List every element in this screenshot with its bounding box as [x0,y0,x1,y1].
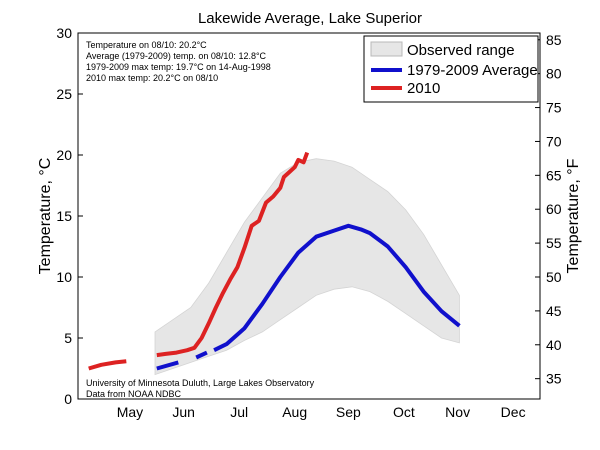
y-axis-title-left: Temperature, °C [37,158,54,275]
x-tick-label-month: Jul [230,404,248,420]
y-tick-label-right: 60 [546,201,562,217]
series-average-1979-2009-segment-3 [213,223,461,352]
source-line-1: University of Minnesota Duluth, Large La… [86,378,315,388]
observed-range-area [154,158,460,376]
series-average-1979-2009-segment-1 [156,360,179,371]
y-tick-label-right: 70 [546,133,562,149]
y-tick-label-right: 45 [546,303,562,319]
y-tick-label-right: 75 [546,100,562,116]
y-tick-label-right: 85 [546,32,562,48]
y-tick-label-left: 0 [64,391,72,407]
x-tick-label-month: May [117,404,143,420]
info-notes: Temperature on 08/10: 20.2°C Average (19… [86,40,271,83]
series-average-1979-2009-segment-2 [195,350,208,360]
left-axis: 0 5 10 15 20 25 30 [56,25,83,407]
note-line-2: Average (1979-2009) temp. on 08/10: 12.8… [86,51,267,61]
legend-swatch-range [370,41,403,57]
y-tick-label-left: 25 [56,86,72,102]
x-tick-label-month: Oct [393,404,415,420]
right-axis: 35 40 45 50 55 60 65 70 75 80 85 [535,32,562,387]
legend-label-average: 1979-2009 Average [407,62,538,79]
y-tick-label-right: 50 [546,269,562,285]
y-tick-label-left: 20 [56,147,72,163]
series-year-2010-segment-1 [88,359,127,371]
observed-range-layer [154,158,460,376]
y-tick-label-left: 15 [56,208,72,224]
source-line-2: Data from NOAA NDBC [86,389,182,399]
y-tick-label-right: 80 [546,66,562,82]
note-line-3: 1979-2009 max temp: 19.7°C on 14-Aug-199… [86,62,271,72]
bottom-axis: May Jun Jul Aug Sep Oct Nov Dec [117,404,526,420]
x-tick-label-month: Nov [445,404,470,420]
y-tick-label-left: 30 [56,25,72,41]
legend-label-2010: 2010 [407,80,440,97]
source-notes: University of Minnesota Duluth, Large La… [86,378,315,399]
legend: Observed range 1979-2009 Average 2010 [363,35,539,103]
series-year-2010-segment-2 [156,151,310,358]
series-lines-layer [88,151,461,371]
note-line-4: 2010 max temp: 20.2°C on 08/10 [86,73,218,83]
y-tick-label-left: 5 [64,330,72,346]
x-tick-label-month: Dec [501,404,526,420]
y-tick-label-right: 40 [546,337,562,353]
y-tick-label-right: 65 [546,167,562,183]
x-tick-label-month: Sep [336,404,361,420]
x-tick-label-month: Aug [282,404,307,420]
y-tick-label-left: 10 [56,269,72,285]
y-tick-label-right: 35 [546,371,562,387]
x-tick-label-month: Jun [172,404,195,420]
legend-label-range: Observed range [407,42,515,59]
y-tick-label-right: 55 [546,235,562,251]
note-line-1: Temperature on 08/10: 20.2°C [86,40,207,50]
y-axis-title-right: Temperature, °F [565,158,582,273]
chart-title: Lakewide Average, Lake Superior [198,10,422,27]
